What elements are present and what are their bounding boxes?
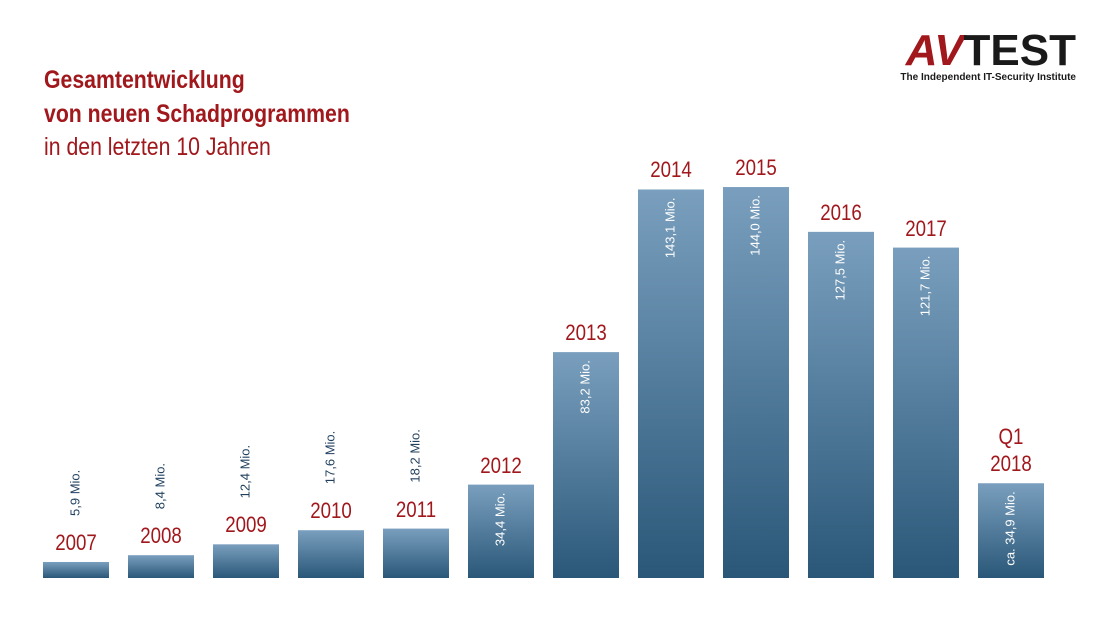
bar [383, 528, 449, 578]
value-label: ca. 34,9 Mio. [1002, 491, 1017, 565]
category-label: 2016 [820, 199, 862, 225]
bar [978, 483, 1044, 578]
bar [213, 544, 279, 578]
logo-mark: AV [905, 26, 964, 75]
chart-title-line: von neuen Schadprogrammen [44, 100, 350, 128]
value-label: 5,9 Mio. [67, 470, 82, 516]
value-label: 12,4 Mio. [237, 445, 252, 498]
category-label: 2011 [395, 496, 437, 522]
category-label: 2015 [735, 155, 777, 181]
value-label: 34,4 Mio. [492, 493, 507, 546]
category-label: 2013 [565, 320, 607, 346]
logo: AVTEST The Independent IT-Security Insti… [900, 26, 1076, 83]
value-label: 121,7 Mio. [917, 256, 932, 317]
bar [893, 247, 959, 578]
bar [468, 484, 534, 578]
bar [638, 189, 704, 578]
value-label: 8,4 Mio. [152, 463, 167, 509]
chart-title: Gesamtentwicklung [44, 66, 245, 94]
value-label: 83,2 Mio. [577, 360, 592, 413]
logo-name: TEST [963, 26, 1076, 75]
bar [128, 555, 194, 578]
logo-tagline: The Independent IT-Security Institute [900, 72, 1076, 83]
category-label: 2008 [140, 523, 182, 549]
bar [43, 561, 109, 578]
category-label: 2009 [225, 512, 267, 538]
bar [298, 530, 364, 578]
category-label: 2014 [650, 157, 692, 183]
category-label: 2010 [310, 498, 352, 524]
value-label: 18,2 Mio. [407, 429, 422, 482]
value-label: 127,5 Mio. [832, 240, 847, 301]
chart-subtitle: in den letzten 10 Jahren [44, 133, 271, 161]
category-label: 2012 [480, 452, 522, 478]
value-label: 144,0 Mio. [747, 195, 762, 256]
category-label: Q1 2018 [990, 424, 1032, 477]
value-label: 17,6 Mio. [322, 431, 337, 484]
category-label: 2017 [905, 215, 947, 241]
bar [553, 352, 619, 578]
bar [723, 187, 789, 579]
bar [808, 231, 874, 578]
category-label: 2007 [55, 529, 97, 555]
value-label: 143,1 Mio. [662, 197, 677, 258]
